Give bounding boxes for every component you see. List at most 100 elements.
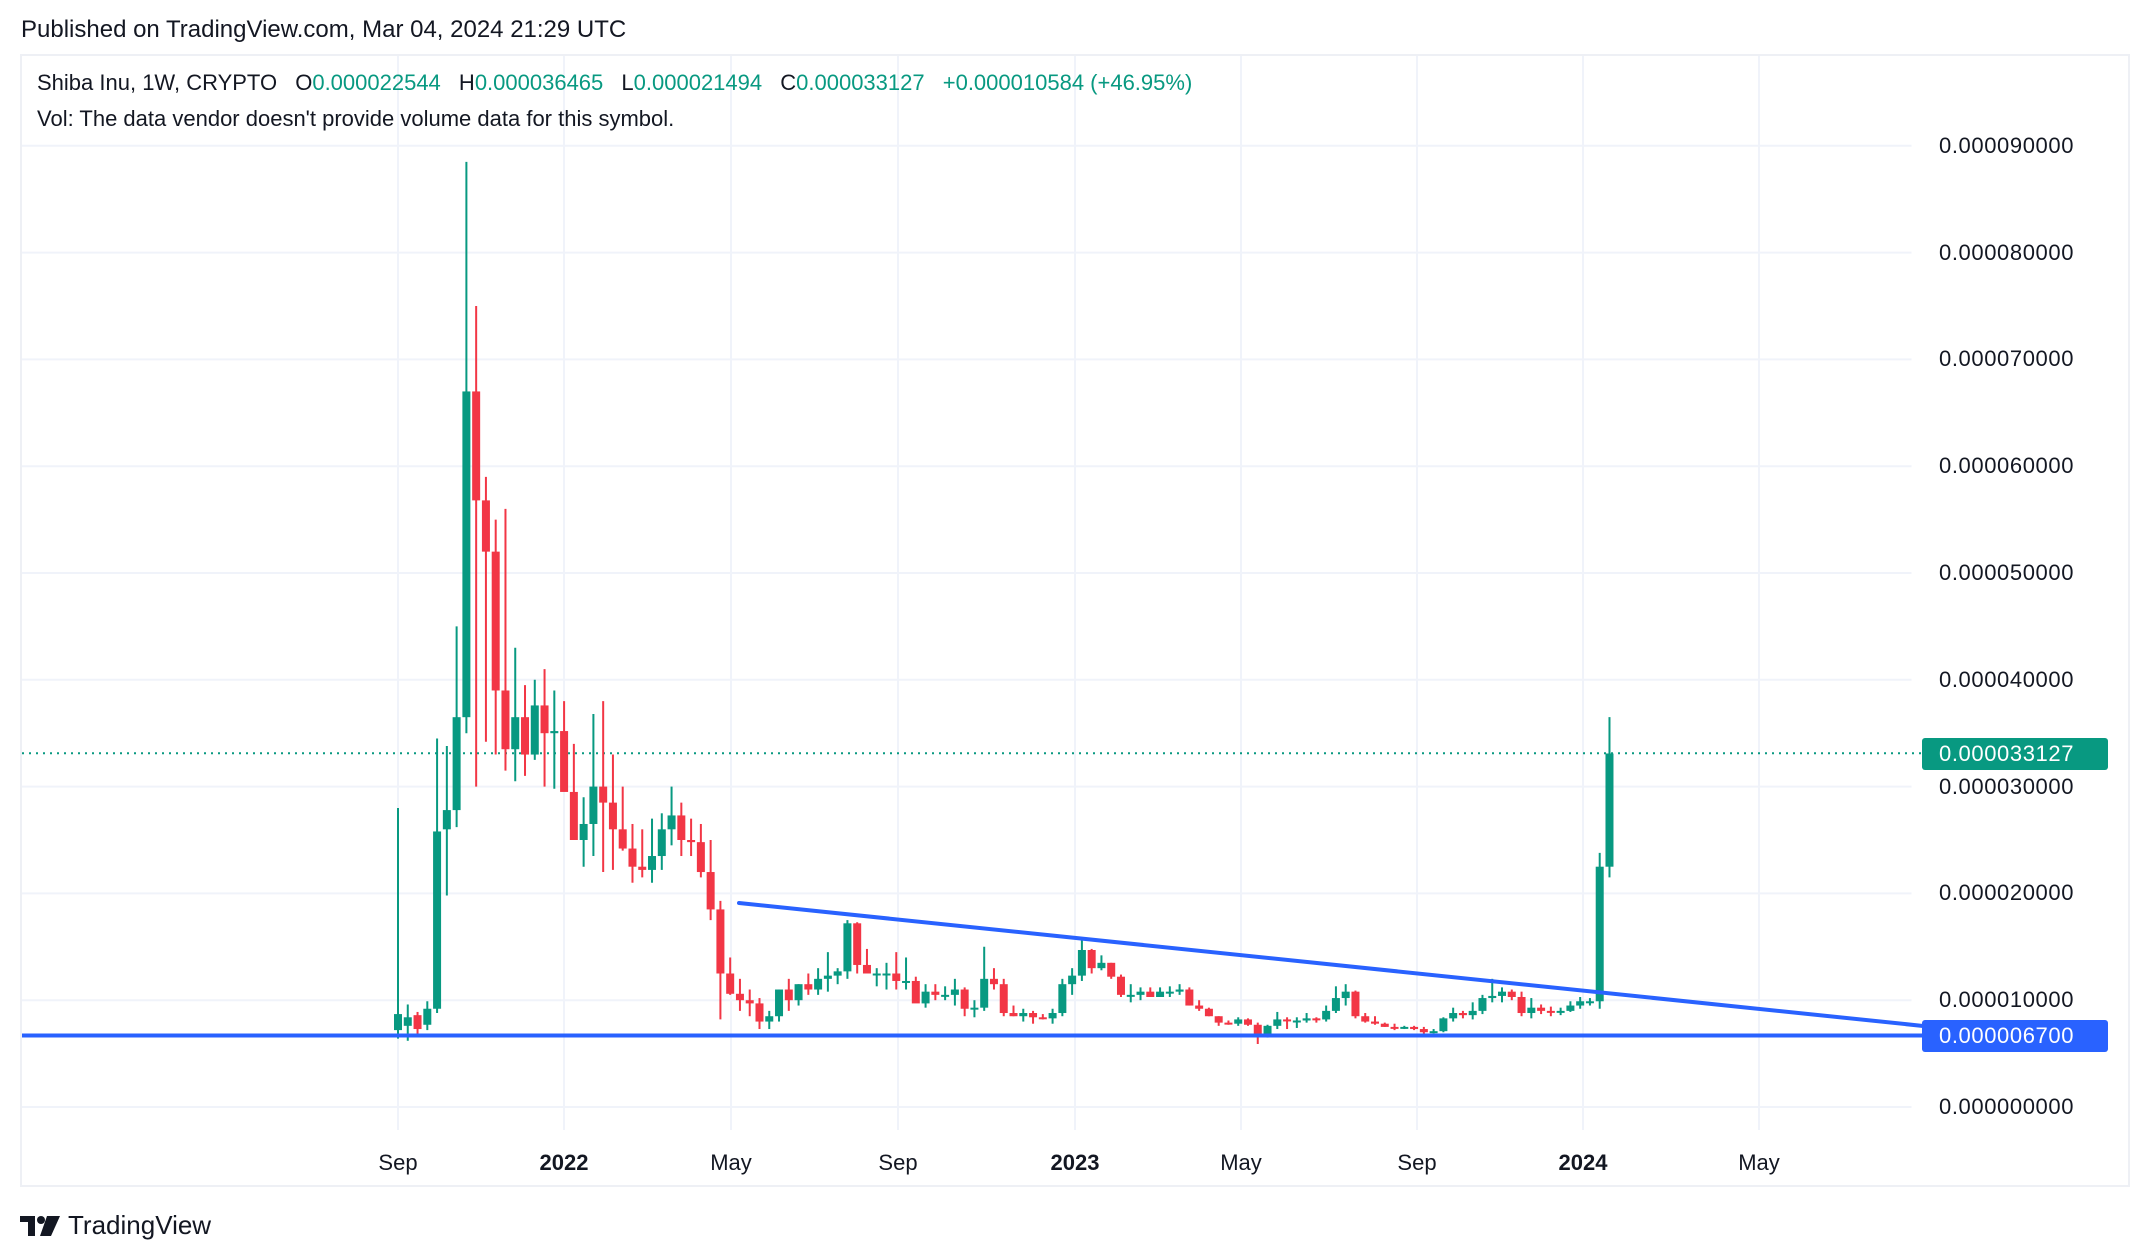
candle-body bbox=[696, 842, 705, 873]
candle-body bbox=[1605, 753, 1614, 867]
time-tick-label: May bbox=[710, 1150, 752, 1175]
candle-body bbox=[1595, 866, 1604, 1002]
candle-body bbox=[1585, 1001, 1594, 1004]
candle-body bbox=[745, 1000, 754, 1004]
candle-body bbox=[921, 991, 930, 1004]
candle-body bbox=[1341, 991, 1350, 999]
candle-body bbox=[481, 500, 490, 552]
candle-body bbox=[941, 994, 950, 997]
candle-body bbox=[1361, 1016, 1370, 1022]
candle-body bbox=[657, 829, 666, 857]
candle-body bbox=[1331, 998, 1340, 1011]
candle-body bbox=[403, 1017, 412, 1026]
price-tick-label: 0.000010000 bbox=[1939, 987, 2075, 1013]
candle-body bbox=[1214, 1016, 1223, 1023]
candle-body bbox=[608, 802, 617, 830]
candle-body bbox=[1107, 962, 1116, 977]
candle-body bbox=[1546, 1010, 1555, 1013]
candle-body bbox=[1175, 989, 1184, 992]
candle-body bbox=[462, 391, 471, 718]
candle-body bbox=[1458, 1013, 1467, 1016]
candle-body bbox=[1185, 989, 1194, 1006]
candle-body bbox=[648, 856, 657, 870]
candle-body bbox=[1292, 1020, 1301, 1023]
time-tick-label: 2024 bbox=[1558, 1150, 1608, 1175]
candle-body bbox=[833, 971, 842, 976]
candle-body bbox=[911, 980, 920, 1004]
candle-body bbox=[628, 848, 637, 867]
candle-body bbox=[804, 984, 813, 990]
candle-body bbox=[1312, 1018, 1321, 1021]
candle-body bbox=[1576, 1001, 1585, 1006]
open-label: O bbox=[295, 70, 313, 95]
candle-body bbox=[521, 717, 530, 755]
candle-body bbox=[765, 1016, 774, 1022]
candle-body bbox=[1136, 991, 1145, 995]
descending-trendline[interactable] bbox=[737, 901, 1924, 1028]
candle-body bbox=[1253, 1024, 1262, 1035]
candle-body bbox=[569, 791, 578, 840]
candle-body bbox=[1273, 1019, 1282, 1026]
candle-body bbox=[843, 923, 852, 972]
time-tick-label: May bbox=[1738, 1150, 1780, 1175]
chart-frame[interactable] bbox=[20, 54, 2130, 1187]
candle-body bbox=[1068, 975, 1077, 985]
tradingview-brand-text: TradingView bbox=[68, 1210, 212, 1240]
candle-body bbox=[1517, 996, 1526, 1014]
candle-body bbox=[1077, 950, 1086, 976]
candle-body bbox=[1165, 991, 1174, 994]
candle-body bbox=[599, 786, 608, 803]
price-tick-label: 0.000050000 bbox=[1939, 560, 2075, 585]
candle-body bbox=[1371, 1021, 1379, 1024]
candle-body bbox=[706, 872, 715, 910]
last-price-tag: 0.000033127 bbox=[1922, 738, 2108, 770]
symbol-title[interactable]: Shiba Inu, 1W, CRYPTO bbox=[37, 70, 278, 95]
close-label: C bbox=[780, 70, 797, 95]
candle-body bbox=[1283, 1019, 1292, 1022]
candle-body bbox=[1556, 1010, 1565, 1013]
candle-body bbox=[452, 717, 461, 811]
candle-body bbox=[989, 978, 998, 985]
candle-body bbox=[882, 973, 891, 976]
candle-body bbox=[501, 690, 510, 750]
candle-body bbox=[960, 989, 969, 1009]
ohlc-legend: Shiba Inu, 1W, CRYPTO O0.000022544 H0.00… bbox=[37, 70, 1192, 96]
price-tick-label: 0.000040000 bbox=[1939, 666, 2075, 692]
candle-body bbox=[550, 731, 559, 734]
candle-body bbox=[472, 391, 481, 501]
tradingview-logo[interactable]: TradingView bbox=[20, 1210, 211, 1241]
candle-body bbox=[1009, 1013, 1018, 1017]
candle-body bbox=[442, 810, 451, 830]
candle-body bbox=[726, 973, 735, 994]
time-tick-label: Sep bbox=[878, 1150, 918, 1175]
candle-body bbox=[1507, 991, 1516, 997]
volume-note: Vol: The data vendor doesn't provide vol… bbox=[37, 106, 675, 131]
candle-body bbox=[511, 717, 520, 750]
candle-body bbox=[1156, 991, 1165, 997]
candle-body bbox=[530, 705, 539, 755]
time-tick-label: Sep bbox=[1397, 1150, 1437, 1175]
close-value: 0.000033127 bbox=[796, 70, 925, 95]
candle-body bbox=[638, 866, 647, 870]
price-tick-label: 0.000060000 bbox=[1939, 453, 2075, 479]
candle-body bbox=[1537, 1007, 1546, 1011]
support-price-tag: 0.000006700 bbox=[1922, 1020, 2108, 1052]
candle-body bbox=[687, 840, 696, 843]
candle-body bbox=[931, 991, 940, 995]
candle-body bbox=[1204, 1008, 1213, 1017]
time-tick-label: 2023 bbox=[1050, 1150, 1100, 1175]
candle-body bbox=[1351, 991, 1360, 1017]
price-tick-label: 0.000090000 bbox=[1939, 132, 2075, 158]
candle-body bbox=[872, 973, 881, 976]
candle-body bbox=[540, 705, 549, 734]
candle-body bbox=[667, 815, 676, 830]
candle-body bbox=[1097, 962, 1106, 969]
candle-body bbox=[1058, 984, 1067, 1014]
candle-body bbox=[1029, 1013, 1038, 1018]
price-tick-label: 0.000080000 bbox=[1939, 239, 2075, 265]
candle-body bbox=[1195, 1005, 1204, 1009]
candle-body bbox=[589, 786, 598, 824]
candle-body bbox=[1302, 1018, 1311, 1021]
candle-body bbox=[862, 964, 871, 974]
